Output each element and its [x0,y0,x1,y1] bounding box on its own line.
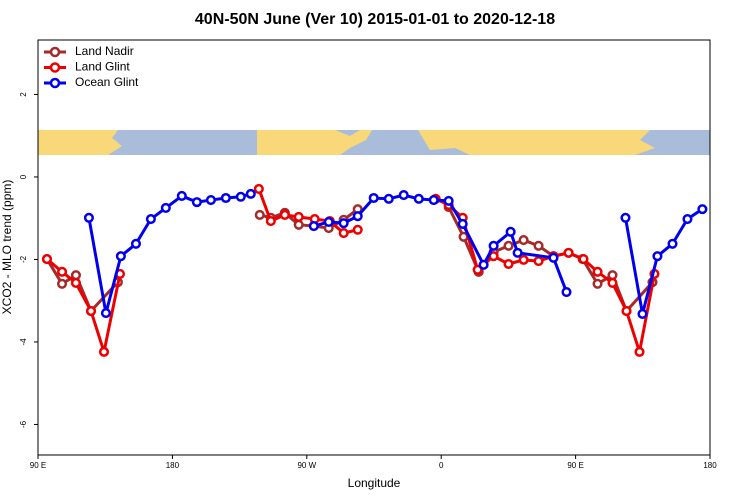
point [293,211,304,223]
point [592,266,603,277]
y-tick-label: -2 [19,255,28,263]
point [145,213,156,225]
point [308,220,319,232]
x-tick-label: 90 W [297,461,316,470]
point [191,197,202,208]
point [512,247,523,258]
point [478,259,489,270]
point [205,195,216,206]
point [667,238,678,249]
point [100,308,111,319]
point [413,193,424,204]
y-tick-label: 0 [19,174,28,179]
point [338,228,349,239]
legend-marker [49,77,61,89]
point [352,224,363,235]
plot-frame [37,39,711,456]
x-tick-label: 0 [439,461,444,470]
point [130,238,142,249]
point [682,213,693,225]
point [253,183,264,194]
x-axis-label: Longitude [348,476,401,490]
series-line [87,192,704,316]
land [257,130,372,155]
point [279,209,290,220]
map-strip [38,130,710,155]
y-axis-label: XCO2 - MLO trend (ppm) [0,180,14,315]
y-tick-label: -6 [19,420,28,428]
point [98,346,110,357]
x-tick-label: 180 [703,461,717,470]
point [338,218,349,229]
point [265,216,276,227]
point [505,226,516,237]
point [578,254,589,265]
point [245,188,256,199]
legend-marker [49,62,61,73]
point [323,216,334,227]
point [563,247,574,258]
point [83,212,94,223]
land [38,130,122,155]
point [368,192,379,204]
point [637,308,648,319]
x-tick-label: 180 [166,461,180,470]
point [398,190,409,201]
point [634,346,645,357]
point [503,240,514,251]
point [472,264,483,275]
legend-label: Land Nadir [75,44,134,58]
point [254,209,265,220]
point [561,287,572,298]
point [176,190,187,201]
y-tick-label: 2 [19,92,28,97]
point [533,240,544,251]
point [697,204,708,215]
point [607,277,618,289]
point [652,251,663,262]
point [115,251,126,262]
legend-label: Land Glint [75,60,130,74]
x-tick-label: 90 E [567,461,583,470]
series-line [45,206,654,313]
legend-marker [49,46,61,58]
point [518,254,529,265]
x-tick-label: 90 E [30,461,46,470]
point [620,212,631,223]
land [418,130,655,155]
point [457,218,468,230]
point [352,211,363,222]
point [621,305,632,317]
point [85,305,97,317]
point [220,192,231,204]
point [533,256,544,267]
point [70,270,81,281]
point [56,278,68,289]
point [383,193,394,204]
point [503,258,514,270]
point [70,277,81,289]
point [518,235,529,246]
point [293,219,304,230]
point [592,278,603,289]
y-tick-label: -4 [19,338,28,346]
point [235,191,246,202]
point [607,270,618,281]
legend-label: Ocean Glint [75,75,139,89]
chart-title: 40N-50N June (Ver 10) 2015-01-01 to 2020… [195,11,555,28]
point [41,254,53,265]
point [548,252,559,263]
point [428,195,439,206]
point [56,266,68,277]
point [488,240,499,251]
point [160,202,171,213]
point [443,195,454,206]
